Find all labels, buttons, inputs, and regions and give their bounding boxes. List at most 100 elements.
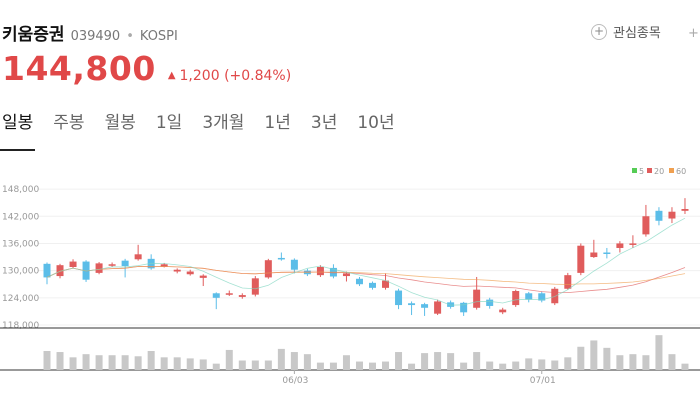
candle-body <box>225 293 233 295</box>
change-value: 1,200 <box>179 68 220 84</box>
candle-body <box>290 259 298 270</box>
volume-bar <box>655 335 663 370</box>
stock-name: 키움증권 <box>2 25 65 45</box>
candle-body <box>655 210 663 221</box>
legend-label: 60 <box>676 167 686 176</box>
tab-1[interactable]: 주봉 <box>53 113 85 133</box>
volume-bar <box>642 355 650 370</box>
candle-body <box>238 295 246 297</box>
tab-5[interactable]: 1년 <box>264 113 291 133</box>
volume-bar <box>69 357 77 370</box>
volume-bar <box>303 354 311 370</box>
tab-2[interactable]: 월봉 <box>104 113 136 133</box>
candle-body <box>473 289 481 308</box>
candle-body <box>251 278 259 295</box>
volume-bar <box>538 359 546 370</box>
candle-body <box>369 282 376 288</box>
volume-bar <box>108 355 116 370</box>
tab-0[interactable]: 일봉 <box>2 113 34 133</box>
stock-header: 키움증권 039490 • KOSPI + 관심종목 + 144,800 ▲ 1,… <box>0 0 700 110</box>
candle-body <box>525 293 533 300</box>
candle-body <box>486 299 494 306</box>
volume-bar <box>160 357 168 370</box>
legend-label: 20 <box>654 167 664 176</box>
volume-bar <box>473 352 481 370</box>
candle-body <box>316 267 324 276</box>
volume-bar <box>434 352 442 370</box>
up-triangle-icon: ▲ <box>167 70 176 81</box>
volume-bar <box>395 352 403 370</box>
candle-body <box>355 278 363 285</box>
ma5-line <box>46 217 686 306</box>
volume-bar <box>460 362 468 370</box>
volume-bar <box>82 354 90 370</box>
volume-bar <box>342 355 350 370</box>
candle-body <box>277 257 285 260</box>
volume-bar <box>264 360 272 370</box>
candle-body <box>69 261 77 267</box>
volume-bar <box>173 357 181 370</box>
separator-dot-icon: • <box>126 29 134 44</box>
volume-bar <box>225 349 233 370</box>
candle-body <box>642 216 650 235</box>
period-tabs: 일봉 주봉 월봉 1일 3개월 1년 3년 10년 <box>2 110 415 148</box>
y-tick-label: 118,000 <box>2 321 39 331</box>
candle-body <box>199 275 207 278</box>
candle-body <box>629 243 637 245</box>
volume-bar <box>355 361 363 370</box>
volume-bar <box>43 351 51 370</box>
candle-body <box>173 269 181 272</box>
tab-4[interactable]: 3개월 <box>202 113 245 133</box>
stock-identity: 키움증권 039490 • KOSPI <box>2 20 178 45</box>
tab-7[interactable]: 10년 <box>357 113 395 133</box>
volume-bar <box>121 355 129 370</box>
volume-bar <box>447 353 455 370</box>
candle-body <box>108 264 116 266</box>
volume-bar <box>486 361 494 370</box>
price-change: ▲ 1,200 (+0.84%) <box>168 68 291 84</box>
volume-bar <box>134 356 142 370</box>
candle-body <box>538 293 546 301</box>
candle-body <box>121 260 129 267</box>
volume-bar <box>551 360 559 370</box>
candle-body <box>421 304 429 308</box>
volume-bar <box>147 351 155 370</box>
tab-6[interactable]: 3년 <box>310 113 338 133</box>
candle-body <box>564 275 572 289</box>
candle-body <box>681 209 689 211</box>
y-tick-label: 124,000 <box>2 294 39 304</box>
candle-body <box>499 309 507 313</box>
candle-body <box>212 293 220 298</box>
add-watchlist-button[interactable]: + 관심종목 <box>591 22 661 41</box>
candle-body <box>512 291 520 306</box>
more-icon[interactable]: + <box>688 26 699 41</box>
candle-body <box>447 302 455 307</box>
candle-body <box>590 252 598 258</box>
volume-bar <box>577 346 585 370</box>
volume-bar <box>199 359 207 370</box>
current-price: 144,800 <box>2 49 156 88</box>
volume-bar <box>668 354 676 370</box>
volume-bar <box>251 360 259 370</box>
y-tick-label: 130,000 <box>2 267 39 277</box>
stock-code: 039490 <box>70 29 121 44</box>
volume-bar <box>56 352 64 370</box>
candle-body <box>577 245 585 273</box>
legend-label: 5 <box>639 167 644 176</box>
volume-bar <box>382 361 390 370</box>
volume-bar <box>629 354 637 370</box>
stock-chart[interactable]: 148,000 142,000 136,000 130,000 124,000 118,0… <box>0 160 700 400</box>
x-tick-label: 06/03 <box>282 376 308 386</box>
y-tick-label: 148,000 <box>2 185 39 195</box>
volume-bar <box>186 358 194 370</box>
tab-3[interactable]: 1일 <box>155 113 183 133</box>
volume-bar <box>525 358 533 370</box>
volume-bar <box>512 361 520 370</box>
candle-body <box>603 252 611 254</box>
volume-bar <box>238 360 246 370</box>
volume-bar <box>681 363 689 370</box>
watchlist-label: 관심종목 <box>613 26 661 41</box>
candle-body <box>408 303 416 306</box>
candle-body <box>56 265 64 277</box>
candle-body <box>434 301 442 314</box>
